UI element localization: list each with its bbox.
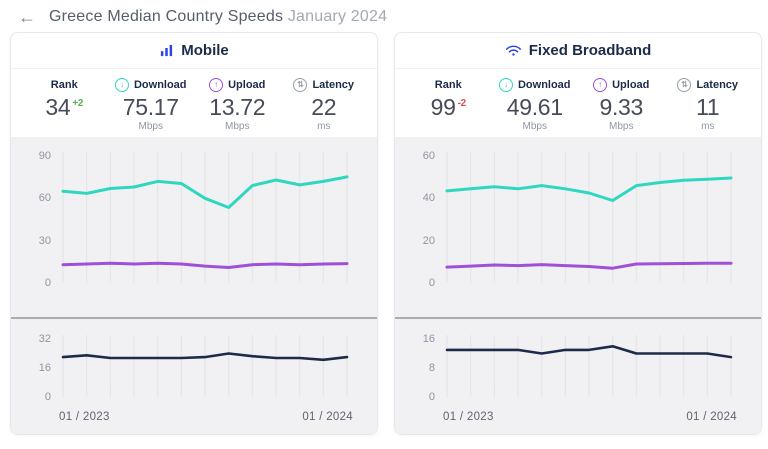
mobile-signal-bars-icon <box>159 43 174 58</box>
stat-latency: ⇅ Latency 22 ms <box>281 77 368 133</box>
stat-download: ↓ Download 75.17 Mbps <box>108 77 195 133</box>
mobile-latency-chart: 0 16 32 01 / 2023 01 / 2024 <box>11 317 377 434</box>
stat-rank: Rank 34 +2 <box>21 77 108 133</box>
panels-container: Mobile Rank 34 +2 ↓ Download 75.17 Mbp <box>0 32 768 435</box>
rank-number: 34 <box>45 94 71 120</box>
chart-svg <box>61 335 349 397</box>
rank-value: 34 +2 <box>21 94 108 120</box>
fixed-stats-row: Rank 99 -2 ↓ Download 49.61 Mbps ↑ <box>395 69 761 137</box>
back-arrow-icon[interactable]: ← <box>18 7 36 27</box>
y-axis-tick: 0 <box>44 277 51 289</box>
y-axis-tick: 0 <box>428 277 435 289</box>
x-axis-label: 01 / 2023 <box>59 411 110 423</box>
x-axis-label: 01 / 2024 <box>302 411 353 423</box>
y-axis-tick: 30 <box>38 234 51 247</box>
y-axis-tick: 0 <box>44 391 51 403</box>
series-download <box>445 176 733 202</box>
page-title: Greece Median Country Speeds January 202… <box>49 8 387 26</box>
panel-mobile-title: Mobile <box>181 42 229 59</box>
mobile-speed-chart: 0 30 60 90 <box>11 137 377 317</box>
panel-fixed-header: Fixed Broadband <box>395 33 761 69</box>
chart-svg <box>61 152 349 283</box>
y-axis-tick: 60 <box>422 150 435 162</box>
fixed-speed-chart: 0 20 40 60 <box>395 137 761 317</box>
upload-label: Upload <box>612 78 650 91</box>
panel-mobile: Mobile Rank 34 +2 ↓ Download 75.17 Mbp <box>10 32 378 435</box>
stat-latency: ⇅ Latency 11 ms <box>665 77 752 133</box>
page-title-text: Greece Median Country Speeds <box>49 8 284 25</box>
latency-value: 11 <box>696 94 720 120</box>
rank-number: 99 <box>430 94 456 120</box>
latency-icon: ⇅ <box>293 77 308 92</box>
y-axis-tick: 16 <box>38 362 51 374</box>
y-axis-tick: 90 <box>38 150 51 162</box>
rank-label: Rank <box>50 78 78 91</box>
stat-upload: ↑ Upload 9.33 Mbps <box>578 77 665 133</box>
y-axis-tick: 40 <box>422 192 435 205</box>
rank-unit <box>21 121 108 133</box>
panel-fixed-broadband: Fixed Broadband Rank 99 -2 ↓ Download 49.… <box>394 32 762 435</box>
page-header: ← Greece Median Country Speeds January 2… <box>0 6 768 32</box>
download-unit: Mbps <box>522 121 547 133</box>
series-latency <box>445 344 733 359</box>
upload-value: 13.72 <box>209 94 266 120</box>
upload-unit: Mbps <box>225 121 250 133</box>
rank-value: 99 -2 <box>405 94 492 120</box>
latency-label: Latency <box>312 78 355 91</box>
download-icon: ↓ <box>114 77 129 92</box>
panel-fixed-title: Fixed Broadband <box>528 42 652 59</box>
download-label: Download <box>517 78 571 91</box>
stat-upload: ↑ Upload 13.72 Mbps <box>194 77 281 133</box>
rank-change-badge: +2 <box>72 98 84 109</box>
latency-unit: ms <box>701 121 715 133</box>
latency-value: 22 <box>311 94 337 120</box>
page: ← Greece Median Country Speeds January 2… <box>0 6 768 435</box>
fixed-latency-chart: 0 8 16 01 / 2023 01 / 2024 <box>395 317 761 434</box>
stat-rank: Rank 99 -2 <box>405 77 492 133</box>
x-axis-label: 01 / 2024 <box>686 411 737 423</box>
y-axis-tick: 16 <box>422 333 435 345</box>
download-value: 75.17 <box>122 94 179 120</box>
y-axis-tick: 0 <box>428 391 435 403</box>
upload-icon: ↑ <box>209 77 224 92</box>
y-axis-tick: 32 <box>38 333 51 345</box>
series-latency <box>61 352 349 362</box>
upload-label: Upload <box>228 78 266 91</box>
rank-label: Rank <box>434 78 462 91</box>
upload-unit: Mbps <box>609 121 634 133</box>
panel-mobile-header: Mobile <box>11 33 377 69</box>
download-value: 49.61 <box>506 94 563 120</box>
upload-icon: ↑ <box>593 77 608 92</box>
latency-unit: ms <box>317 121 331 133</box>
rank-unit <box>405 121 492 133</box>
download-label: Download <box>133 78 187 91</box>
latency-icon: ⇅ <box>677 77 692 92</box>
page-title-date: January 2024 <box>287 8 388 25</box>
rank-change-badge: -2 <box>457 98 467 109</box>
download-icon: ↓ <box>498 77 513 92</box>
mobile-stats-row: Rank 34 +2 ↓ Download 75.17 Mbps ↑ <box>11 69 377 137</box>
y-axis-tick: 8 <box>428 362 435 374</box>
stat-download: ↓ Download 49.61 Mbps <box>492 77 579 133</box>
series-upload <box>61 261 349 269</box>
series-download <box>61 175 349 209</box>
x-axis-label: 01 / 2023 <box>443 411 494 423</box>
upload-value: 9.33 <box>599 94 644 120</box>
series-upload <box>445 261 733 270</box>
download-unit: Mbps <box>138 121 163 133</box>
chart-svg <box>445 335 733 397</box>
y-axis-tick: 60 <box>38 192 51 205</box>
chart-svg <box>445 152 733 283</box>
wifi-icon <box>505 42 522 59</box>
y-axis-tick: 20 <box>422 234 435 247</box>
latency-label: Latency <box>696 78 739 91</box>
